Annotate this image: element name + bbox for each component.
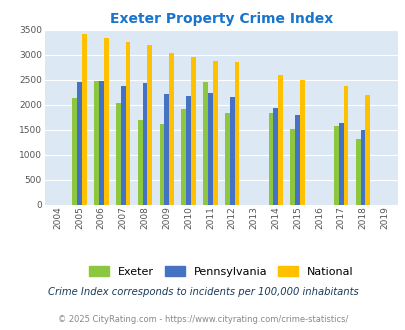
Bar — [290, 129, 294, 205]
Text: © 2025 CityRating.com - https://www.cityrating.com/crime-statistics/: © 2025 CityRating.com - https://www.city… — [58, 315, 347, 324]
Bar — [212, 61, 217, 205]
Bar — [207, 93, 212, 205]
Bar — [277, 75, 282, 205]
Bar — [202, 82, 207, 205]
Bar — [355, 139, 360, 205]
Bar — [186, 96, 190, 205]
Bar — [142, 83, 147, 205]
Bar — [116, 103, 120, 205]
Bar — [360, 130, 364, 205]
Bar — [190, 57, 195, 205]
Bar — [82, 34, 87, 205]
Bar — [77, 82, 82, 205]
Bar — [125, 42, 130, 205]
Bar — [181, 109, 186, 205]
Bar — [159, 124, 164, 205]
Bar — [338, 123, 343, 205]
Bar — [72, 98, 77, 205]
Bar — [364, 95, 369, 205]
Bar — [268, 113, 273, 205]
Title: Exeter Property Crime Index: Exeter Property Crime Index — [109, 12, 332, 26]
Bar — [273, 108, 277, 205]
Bar — [104, 38, 108, 205]
Bar — [169, 53, 173, 205]
Text: Crime Index corresponds to incidents per 100,000 inhabitants: Crime Index corresponds to incidents per… — [47, 287, 358, 297]
Bar — [343, 86, 347, 205]
Bar — [120, 86, 125, 205]
Bar — [147, 45, 152, 205]
Bar — [229, 97, 234, 205]
Bar — [294, 115, 299, 205]
Bar — [164, 94, 169, 205]
Legend: Exeter, Pennsylvania, National: Exeter, Pennsylvania, National — [85, 263, 356, 280]
Bar — [333, 126, 338, 205]
Bar — [94, 81, 99, 205]
Bar — [234, 62, 239, 205]
Bar — [299, 80, 304, 205]
Bar — [224, 113, 229, 205]
Bar — [99, 81, 104, 205]
Bar — [137, 120, 142, 205]
